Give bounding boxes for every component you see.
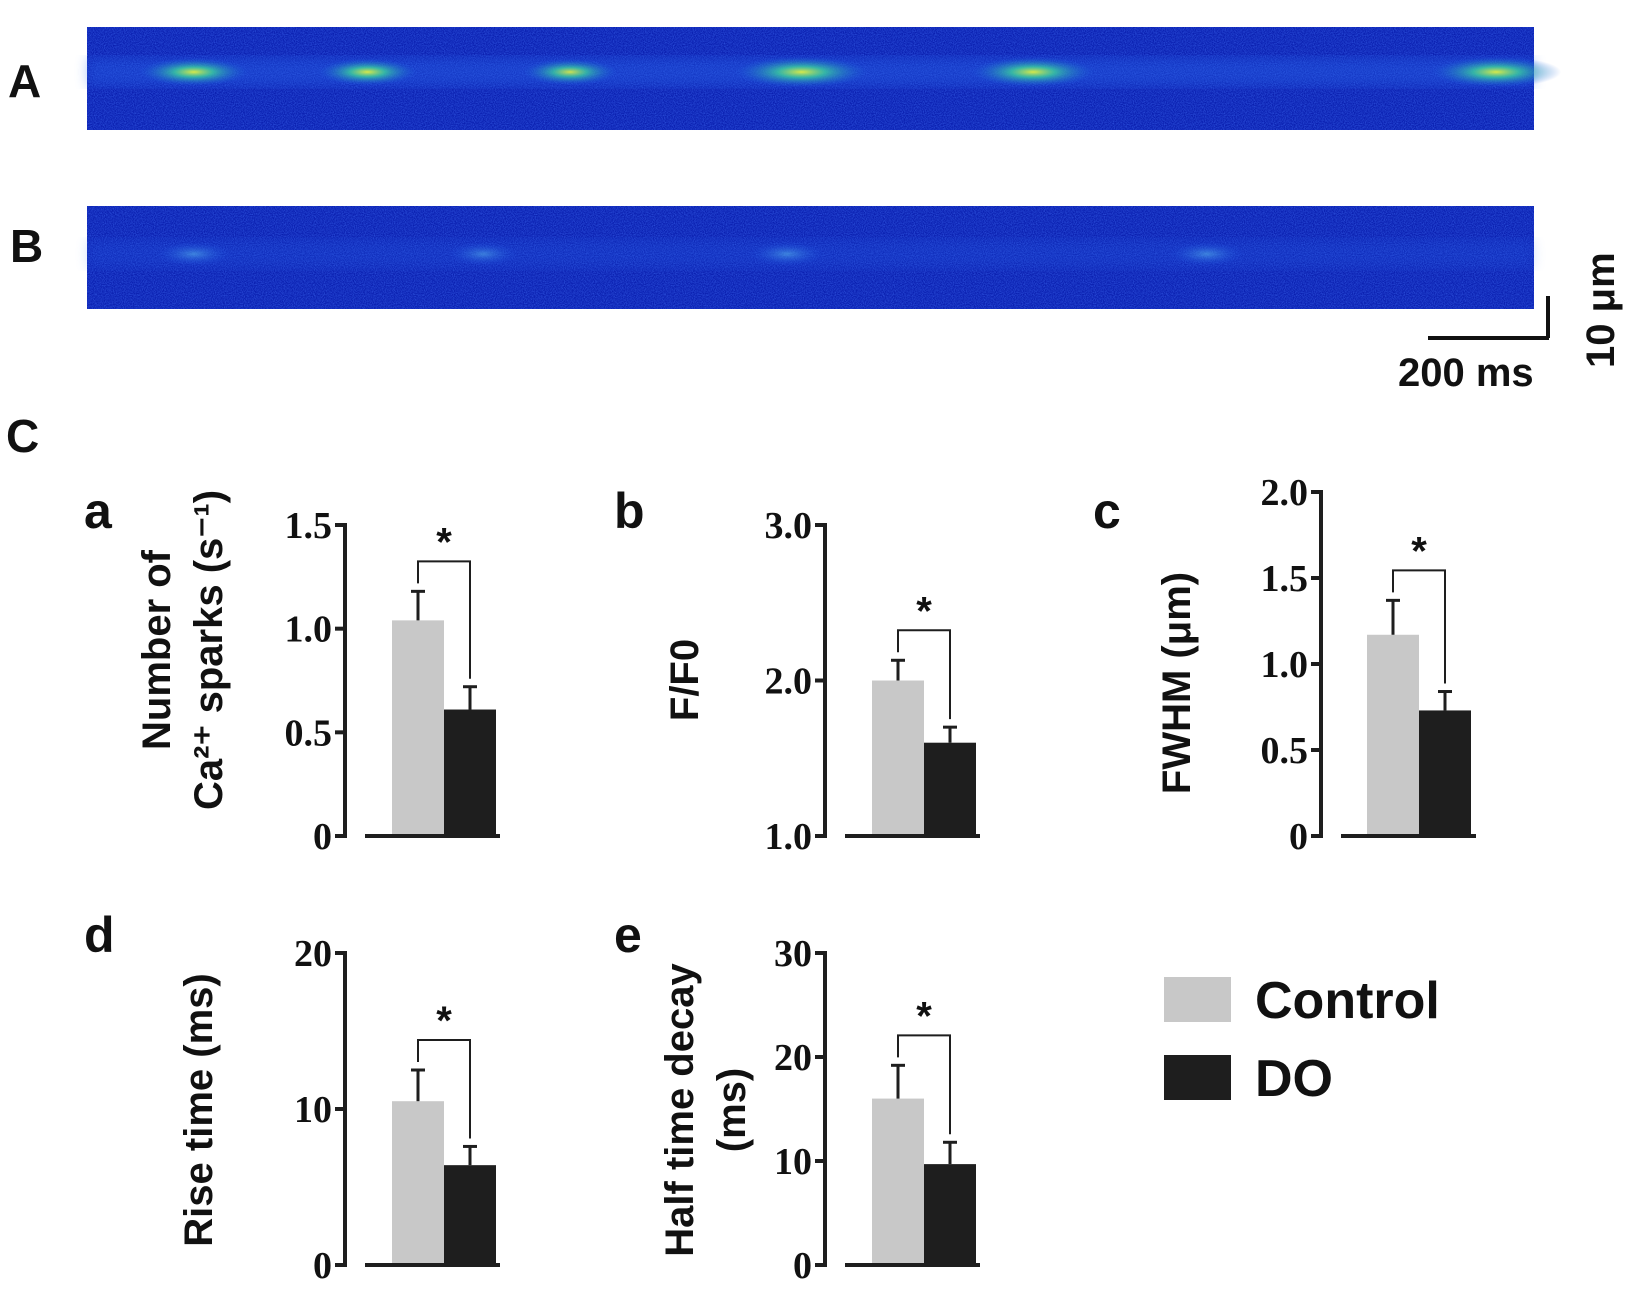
y-axis-title: FWHM (μm)	[1155, 572, 1199, 794]
y-tick-label: 0.5	[285, 712, 333, 754]
scale-bar-space-label: 10 μm	[1579, 252, 1623, 368]
subpanel-label-e: e	[614, 907, 642, 963]
y-axis-title: Half time decay	[658, 963, 702, 1257]
y-tick-label: 30	[774, 933, 812, 975]
y-tick-label: 0	[793, 1245, 812, 1287]
panel-label-b: B	[10, 220, 43, 272]
bar-do	[1419, 710, 1471, 836]
scale-bar-time-label: 200 ms	[1398, 351, 1534, 395]
subpanel-label-a: a	[84, 483, 113, 539]
y-axis-title: Number of	[135, 549, 179, 750]
bar-charts: a 0 0.5 1.0 1.5 Number of Ca²⁺ sparks (s⁻¹) * b 1…	[84, 472, 1476, 1287]
calcium-spark	[970, 56, 1096, 88]
y-axis-title: F/F0	[663, 639, 707, 721]
significance-bracket	[417, 1039, 471, 1139]
significance-star: *	[1411, 529, 1427, 573]
legend: Control DO	[1164, 972, 1440, 1108]
y-tick-label: 0	[313, 1245, 332, 1287]
linescan-image-b	[87, 206, 1534, 309]
y-tick-label: 0	[1289, 816, 1308, 858]
subpanel-label-c: c	[1093, 483, 1121, 539]
y-axis-title: (ms)	[710, 1068, 754, 1152]
bar-chart-a: a 0 0.5 1.0 1.5 Number of Ca²⁺ sparks (s⁻¹) *	[84, 483, 500, 858]
significance-star: *	[916, 994, 932, 1038]
bar-control	[872, 1098, 924, 1265]
significance-bracket	[1392, 569, 1446, 684]
significance-star: *	[436, 999, 452, 1043]
y-tick-label: 10	[774, 1141, 812, 1183]
y-tick-label: 1.0	[765, 816, 813, 858]
y-tick-label: 1.0	[1261, 644, 1309, 686]
bar-do	[924, 742, 976, 836]
significance-bracket	[897, 629, 951, 720]
legend-swatch-do	[1164, 1055, 1231, 1100]
calcium-spark	[749, 241, 825, 267]
bar-do	[444, 1165, 496, 1265]
y-tick-label: 2.0	[1261, 472, 1309, 514]
bar-control	[392, 620, 444, 836]
bar-do	[444, 709, 496, 836]
significance-star: *	[436, 520, 452, 564]
calcium-spark	[522, 58, 618, 86]
subpanel-label-d: d	[84, 907, 115, 963]
panel-label-a: A	[8, 55, 41, 107]
panel-label-c: C	[6, 410, 39, 462]
calcium-spark	[138, 57, 249, 87]
significance-bracket	[417, 560, 471, 679]
y-tick-label: 1.5	[1261, 558, 1309, 600]
bar-control	[1367, 634, 1419, 836]
calcium-spark	[734, 56, 870, 88]
bar-chart-d: d 0 10 20 Rise time (ms) *	[84, 907, 500, 1287]
y-tick-label: 10	[294, 1089, 332, 1131]
linescan-image-a	[87, 27, 1562, 130]
significance-bracket	[897, 1034, 951, 1135]
y-axis-title: Rise time (ms)	[177, 973, 221, 1246]
y-tick-label: 0.5	[1261, 730, 1309, 772]
y-tick-label: 0	[313, 816, 332, 858]
legend-swatch-control	[1164, 977, 1231, 1022]
bar-control	[872, 680, 924, 836]
calcium-spark	[448, 242, 519, 266]
bar-control	[392, 1101, 444, 1265]
calcium-spark	[317, 58, 418, 86]
bar-do	[924, 1164, 976, 1265]
subpanel-label-b: b	[614, 483, 645, 539]
y-tick-label: 1.0	[285, 609, 333, 651]
y-tick-label: 3.0	[765, 505, 813, 547]
calcium-spark	[156, 241, 232, 267]
y-tick-label: 20	[774, 1037, 812, 1079]
bar-chart-e: e 0 10 20 30 Half time decay (ms) *	[614, 907, 980, 1287]
significance-star: *	[916, 589, 932, 633]
legend-label-control: Control	[1255, 972, 1440, 1030]
y-tick-label: 2.0	[765, 661, 813, 703]
bar-chart-b: b 1.0 2.0 3.0 F/F0 *	[614, 483, 980, 858]
bar-chart-c: c 0 0.5 1.0 1.5 2.0 FWHM (μm) *	[1093, 472, 1476, 858]
y-axis-title: Ca²⁺ sparks (s⁻¹)	[187, 490, 231, 810]
calcium-spark	[1169, 241, 1245, 267]
legend-label-do: DO	[1255, 1050, 1333, 1108]
y-tick-label: 1.5	[285, 505, 333, 547]
calcium-spark	[1431, 56, 1562, 88]
scale-bar: 200 ms 10 μm	[1398, 252, 1623, 395]
y-tick-label: 20	[294, 933, 332, 975]
